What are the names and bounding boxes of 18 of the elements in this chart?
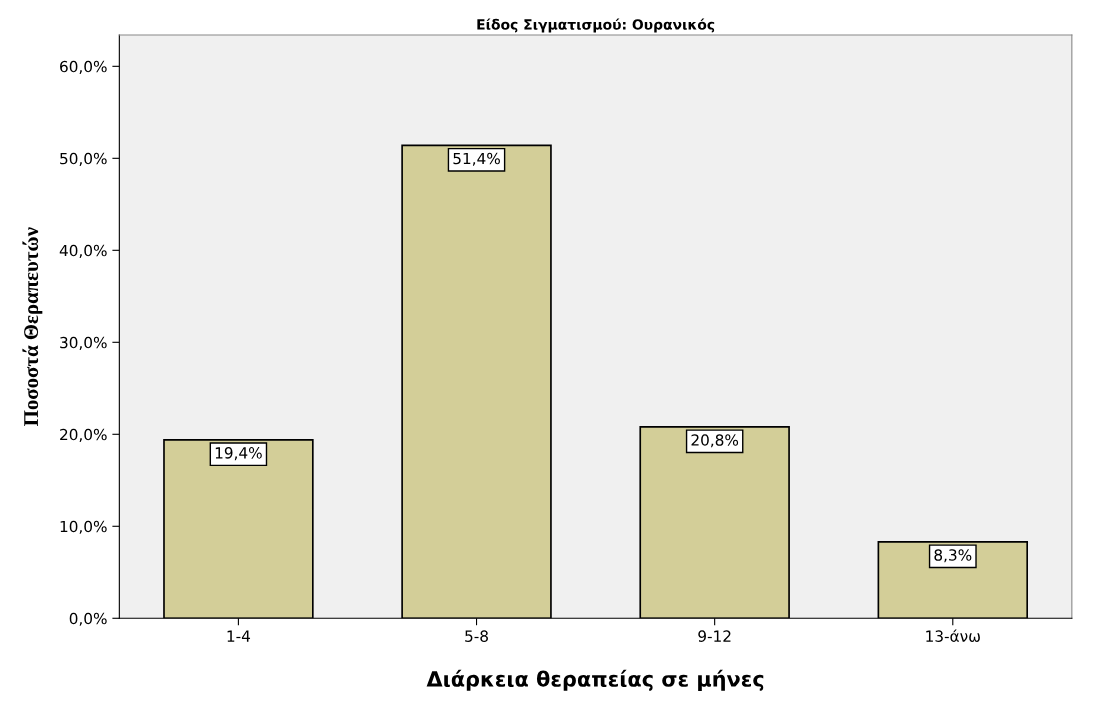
- y-tick-label: 0,0%: [69, 612, 107, 626]
- data-label: 19,4%: [215, 447, 262, 461]
- y-tick-label: 30,0%: [60, 336, 107, 350]
- x-axis-title: Διάρκεια θεραπείας σε μήνες: [426, 669, 764, 691]
- chart-title: Είδος Σιγματισμού: Ουρανικός: [477, 18, 715, 33]
- data-label: 20,8%: [691, 434, 739, 448]
- x-tick-label: 1-4: [227, 630, 251, 642]
- x-tick-label: 5-8: [465, 630, 488, 642]
- y-tick-label: 60,0%: [60, 60, 107, 74]
- data-label: 51,4%: [453, 152, 500, 166]
- y-tick-label: 40,0%: [59, 244, 107, 258]
- x-tick-label: 13-άνω: [926, 629, 980, 642]
- x-tick-label: 9-12: [698, 630, 731, 642]
- y-axis-title: Ποσοστά Θεραπευτών: [22, 227, 43, 426]
- y-tick-label: 20,0%: [60, 428, 107, 442]
- y-tick-label: 50,0%: [60, 152, 107, 166]
- y-tick-label: 10,0%: [60, 520, 107, 534]
- data-label: 8,3%: [934, 549, 972, 563]
